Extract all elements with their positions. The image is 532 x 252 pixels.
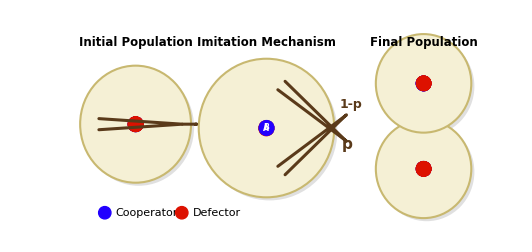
Circle shape bbox=[416, 161, 431, 176]
Circle shape bbox=[128, 117, 143, 132]
Circle shape bbox=[128, 117, 144, 132]
Circle shape bbox=[415, 76, 431, 91]
Circle shape bbox=[415, 76, 431, 91]
Circle shape bbox=[416, 76, 431, 91]
Circle shape bbox=[416, 76, 431, 91]
Circle shape bbox=[416, 161, 431, 176]
Circle shape bbox=[416, 76, 431, 91]
Circle shape bbox=[128, 117, 144, 132]
Circle shape bbox=[259, 120, 274, 136]
Ellipse shape bbox=[202, 62, 337, 200]
Circle shape bbox=[259, 120, 275, 136]
Circle shape bbox=[259, 120, 275, 136]
Circle shape bbox=[259, 120, 274, 136]
Text: Final Population: Final Population bbox=[370, 36, 477, 49]
Circle shape bbox=[128, 117, 144, 132]
Circle shape bbox=[259, 120, 275, 136]
Circle shape bbox=[259, 120, 275, 136]
Circle shape bbox=[259, 120, 275, 136]
Circle shape bbox=[259, 120, 274, 135]
Circle shape bbox=[415, 76, 431, 91]
Circle shape bbox=[128, 116, 144, 132]
Circle shape bbox=[259, 120, 274, 136]
Circle shape bbox=[128, 116, 143, 132]
Circle shape bbox=[416, 161, 431, 177]
Circle shape bbox=[415, 161, 431, 176]
Circle shape bbox=[128, 116, 144, 132]
Circle shape bbox=[416, 162, 431, 177]
Text: B: B bbox=[264, 123, 269, 133]
Circle shape bbox=[416, 76, 431, 91]
Circle shape bbox=[128, 117, 144, 132]
Text: Initial Population: Initial Population bbox=[79, 36, 193, 49]
Text: 1-p: 1-p bbox=[339, 99, 362, 111]
Circle shape bbox=[128, 117, 143, 132]
Circle shape bbox=[128, 117, 143, 132]
Ellipse shape bbox=[83, 69, 194, 186]
Circle shape bbox=[128, 116, 144, 132]
Circle shape bbox=[128, 116, 143, 132]
Ellipse shape bbox=[80, 66, 191, 183]
Text: A: A bbox=[263, 124, 269, 133]
Circle shape bbox=[416, 76, 431, 91]
Text: Cooperator: Cooperator bbox=[115, 208, 178, 218]
Circle shape bbox=[259, 120, 275, 136]
Circle shape bbox=[416, 161, 431, 177]
Circle shape bbox=[259, 120, 274, 136]
Circle shape bbox=[259, 121, 274, 136]
Circle shape bbox=[128, 116, 143, 132]
Circle shape bbox=[415, 161, 431, 177]
Circle shape bbox=[259, 120, 274, 136]
Ellipse shape bbox=[379, 123, 475, 221]
Circle shape bbox=[259, 120, 274, 135]
Circle shape bbox=[128, 116, 143, 132]
Circle shape bbox=[416, 161, 431, 176]
Circle shape bbox=[259, 121, 274, 136]
Circle shape bbox=[416, 76, 431, 91]
Text: Defector: Defector bbox=[193, 208, 240, 218]
Ellipse shape bbox=[376, 119, 471, 218]
Circle shape bbox=[98, 207, 111, 219]
Circle shape bbox=[176, 207, 188, 219]
Circle shape bbox=[416, 161, 431, 177]
Circle shape bbox=[416, 76, 431, 91]
Circle shape bbox=[128, 116, 143, 132]
Circle shape bbox=[258, 120, 275, 136]
Circle shape bbox=[416, 162, 431, 177]
Circle shape bbox=[416, 161, 431, 177]
Text: Imitation Mechanism: Imitation Mechanism bbox=[197, 36, 336, 49]
Circle shape bbox=[259, 120, 274, 136]
Circle shape bbox=[415, 161, 431, 177]
Circle shape bbox=[416, 161, 431, 177]
Circle shape bbox=[128, 116, 143, 132]
Circle shape bbox=[416, 76, 431, 91]
Circle shape bbox=[259, 120, 274, 136]
Circle shape bbox=[259, 120, 274, 136]
Ellipse shape bbox=[376, 34, 471, 133]
Circle shape bbox=[128, 116, 143, 132]
Circle shape bbox=[128, 116, 143, 132]
Circle shape bbox=[416, 76, 431, 91]
Circle shape bbox=[259, 121, 275, 136]
Circle shape bbox=[416, 76, 431, 91]
Circle shape bbox=[259, 120, 275, 136]
Circle shape bbox=[416, 76, 431, 91]
Circle shape bbox=[128, 117, 143, 132]
Ellipse shape bbox=[199, 59, 334, 197]
Text: p: p bbox=[342, 138, 353, 152]
Circle shape bbox=[415, 75, 431, 91]
Circle shape bbox=[415, 161, 431, 176]
Circle shape bbox=[416, 161, 431, 176]
Ellipse shape bbox=[379, 37, 475, 136]
Circle shape bbox=[416, 161, 431, 176]
Circle shape bbox=[416, 75, 431, 91]
